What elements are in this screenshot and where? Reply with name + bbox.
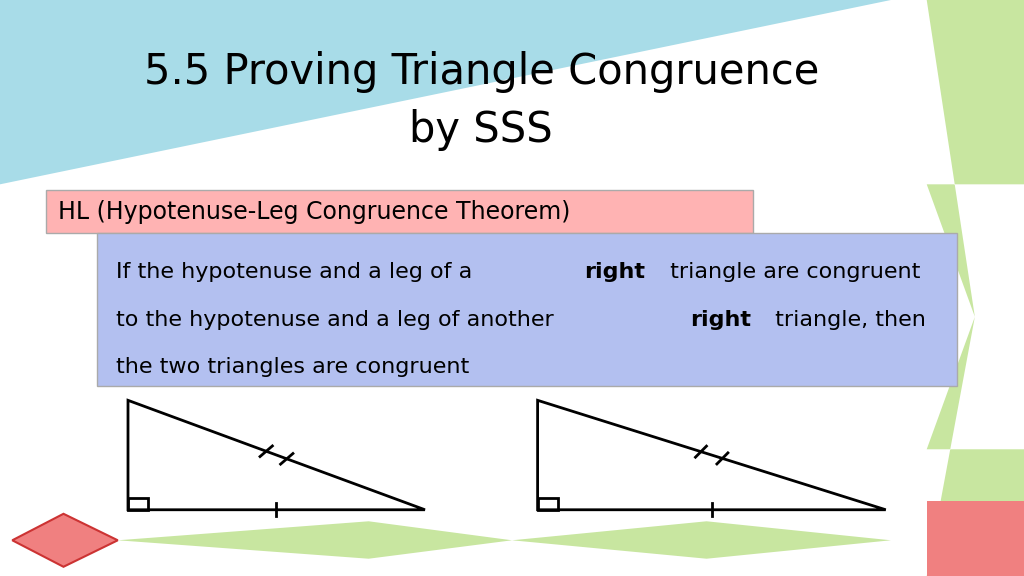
Text: triangle, then: triangle, then — [768, 310, 927, 329]
Polygon shape — [512, 521, 891, 559]
Text: HL (Hypotenuse-Leg Congruence Theorem): HL (Hypotenuse-Leg Congruence Theorem) — [58, 200, 570, 223]
Polygon shape — [118, 521, 512, 559]
FancyBboxPatch shape — [46, 190, 753, 233]
Text: the two triangles are congruent: the two triangles are congruent — [116, 357, 469, 377]
Bar — [128, 498, 148, 510]
Text: right: right — [585, 263, 645, 282]
Text: 5.5 Proving Triangle Congruence: 5.5 Proving Triangle Congruence — [143, 51, 819, 93]
FancyBboxPatch shape — [97, 233, 957, 386]
Text: If the hypotenuse and a leg of a: If the hypotenuse and a leg of a — [116, 263, 479, 282]
Text: right: right — [690, 310, 751, 329]
Bar — [538, 498, 558, 510]
Polygon shape — [927, 317, 1024, 576]
Text: triangle are congruent: triangle are congruent — [664, 263, 921, 282]
Polygon shape — [0, 0, 891, 184]
Polygon shape — [12, 514, 118, 567]
Polygon shape — [927, 0, 1024, 317]
Bar — [927, 501, 1024, 576]
Text: by SSS: by SSS — [410, 109, 553, 150]
Text: to the hypotenuse and a leg of another: to the hypotenuse and a leg of another — [116, 310, 560, 329]
